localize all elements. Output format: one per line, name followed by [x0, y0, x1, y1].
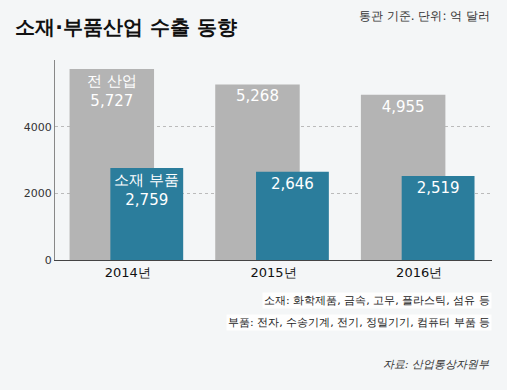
- svg-text:자료: 산업통상자원부: 자료: 산업통상자원부: [383, 358, 490, 371]
- svg-text:2016년: 2016년: [396, 265, 442, 280]
- svg-text:2,519: 2,519: [417, 179, 460, 197]
- svg-text:2000: 2000: [24, 187, 52, 200]
- svg-text:5,268: 5,268: [236, 87, 279, 105]
- svg-text:2015년: 2015년: [250, 265, 296, 280]
- svg-text:소재·부품산업 수출 동향: 소재·부품산업 수출 동향: [15, 15, 237, 39]
- svg-text:전 산업5,727: 전 산업5,727: [87, 72, 137, 110]
- svg-text:소재 부품2,759: 소재 부품2,759: [114, 171, 179, 209]
- svg-text:부품: 전자, 수송기계, 전기, 정밀기기, 컴퓨터 부품: 부품: 전자, 수송기계, 전기, 정밀기기, 컴퓨터 부품 등: [228, 316, 490, 329]
- svg-text:소재: 화학제품, 금속, 고무, 플라스틱, 섬유 등: 소재: 화학제품, 금속, 고무, 플라스틱, 섬유 등: [264, 294, 490, 307]
- svg-text:4,955: 4,955: [382, 98, 425, 116]
- svg-text:4000: 4000: [24, 121, 52, 134]
- svg-text:2014년: 2014년: [105, 265, 151, 280]
- svg-text:통관 기준. 단위: 억 달러: 통관 기준. 단위: 억 달러: [359, 9, 490, 23]
- svg-text:0: 0: [45, 254, 52, 267]
- svg-text:2,646: 2,646: [271, 175, 314, 193]
